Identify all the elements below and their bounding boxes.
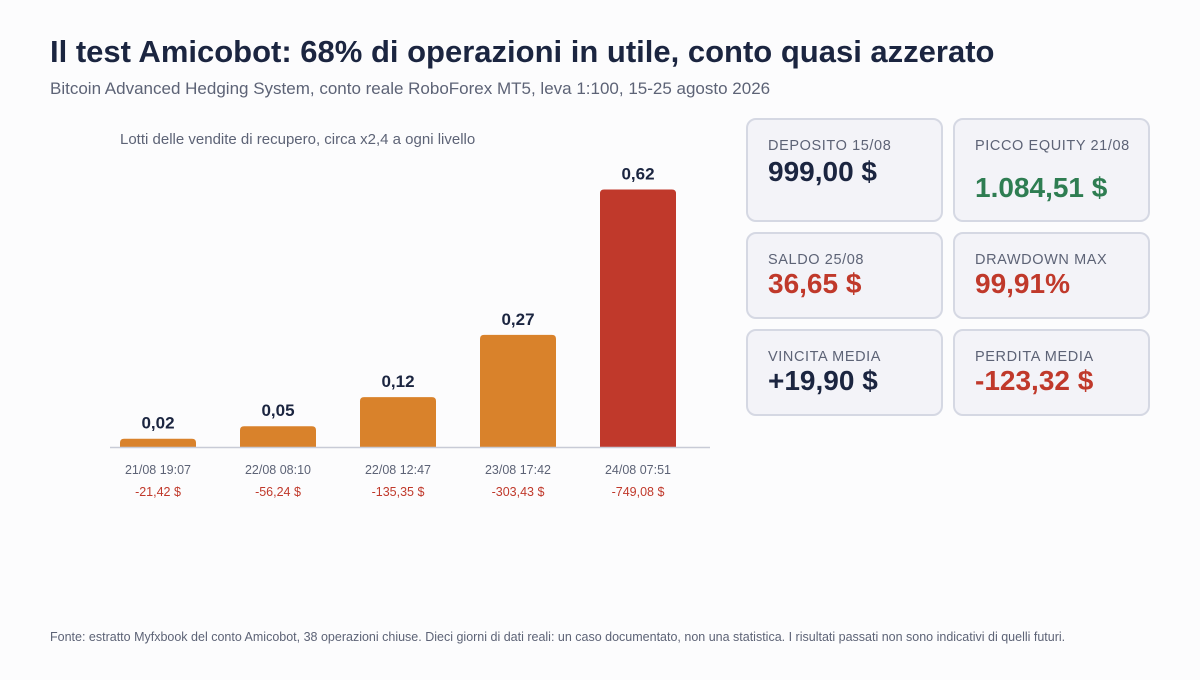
page-title: Il test Amicobot: 68% di operazioni in u… bbox=[50, 34, 995, 69]
x-tick-label: 24/08 07:51 bbox=[605, 463, 671, 477]
bar-value-label: 0,05 bbox=[261, 401, 294, 420]
source-footnote: Fonte: estratto Myfxbook del conto Amico… bbox=[50, 630, 1066, 644]
result-label: -135,35 $ bbox=[372, 485, 425, 499]
bar-value-label: 0,12 bbox=[381, 372, 414, 391]
card-avg-loss-value: -123,32 $ bbox=[975, 365, 1094, 396]
x-tick-label: 23/08 17:42 bbox=[485, 463, 551, 477]
lots-bar-chart: Lotti delle vendite di recupero, circa x… bbox=[110, 131, 710, 499]
bar bbox=[360, 397, 436, 447]
bar bbox=[240, 426, 316, 447]
card-drawdown-label: DRAWDOWN MAX bbox=[975, 252, 1108, 268]
card-avg-loss: PERDITA MEDIA -123,32 $ bbox=[953, 329, 1150, 416]
card-deposit: DEPOSITO 15/08 999,00 $ bbox=[746, 118, 943, 222]
card-avg-win: VINCITA MEDIA +19,90 $ bbox=[746, 329, 943, 416]
result-label: -303,43 $ bbox=[492, 485, 545, 499]
bar-chart-svg: 0,02 21/08 19:07 -21,42 $ 0,05 22/08 08:10 -5… bbox=[110, 164, 710, 499]
card-avg-win-label: VINCITA MEDIA bbox=[768, 349, 882, 365]
x-tick-label: 22/08 12:47 bbox=[365, 463, 431, 477]
x-tick-label: 21/08 19:07 bbox=[125, 463, 191, 477]
card-deposit-label: DEPOSITO 15/08 bbox=[768, 138, 892, 154]
result-label: -56,24 $ bbox=[255, 485, 301, 499]
card-balance: SALDO 25/08 36,65 $ bbox=[746, 232, 943, 319]
bar-value-label: 0,27 bbox=[501, 310, 534, 329]
card-balance-value: 36,65 $ bbox=[768, 268, 862, 299]
card-deposit-value: 999,00 $ bbox=[768, 156, 877, 187]
page-subtitle: Bitcoin Advanced Hedging System, conto r… bbox=[50, 79, 771, 98]
bar-value-label: 0,62 bbox=[621, 164, 654, 183]
card-avg-loss-label: PERDITA MEDIA bbox=[975, 349, 1094, 365]
result-label: -21,42 $ bbox=[135, 485, 181, 499]
card-drawdown-value: 99,91% bbox=[975, 268, 1070, 299]
stats-cards: DEPOSITO 15/08 999,00 $ PICCO EQUITY 21/… bbox=[746, 118, 1150, 416]
card-equity-peak-value: 1.084,51 $ bbox=[975, 172, 1108, 203]
card-avg-win-value: +19,90 $ bbox=[768, 365, 878, 396]
chart-title: Lotti delle vendite di recupero, circa x… bbox=[120, 131, 476, 148]
card-balance-label: SALDO 25/08 bbox=[768, 252, 865, 268]
card-equity-peak-label: PICCO EQUITY 21/08 bbox=[975, 138, 1130, 154]
bar bbox=[600, 189, 676, 447]
card-drawdown: DRAWDOWN MAX 99,91% bbox=[953, 232, 1150, 319]
bar bbox=[480, 334, 556, 447]
bar bbox=[120, 438, 196, 447]
card-equity-peak: PICCO EQUITY 21/08 1.084,51 $ bbox=[953, 118, 1150, 222]
x-tick-label: 22/08 08:10 bbox=[245, 463, 311, 477]
bar-value-label: 0,02 bbox=[141, 414, 174, 433]
result-label: -749,08 $ bbox=[612, 485, 665, 499]
